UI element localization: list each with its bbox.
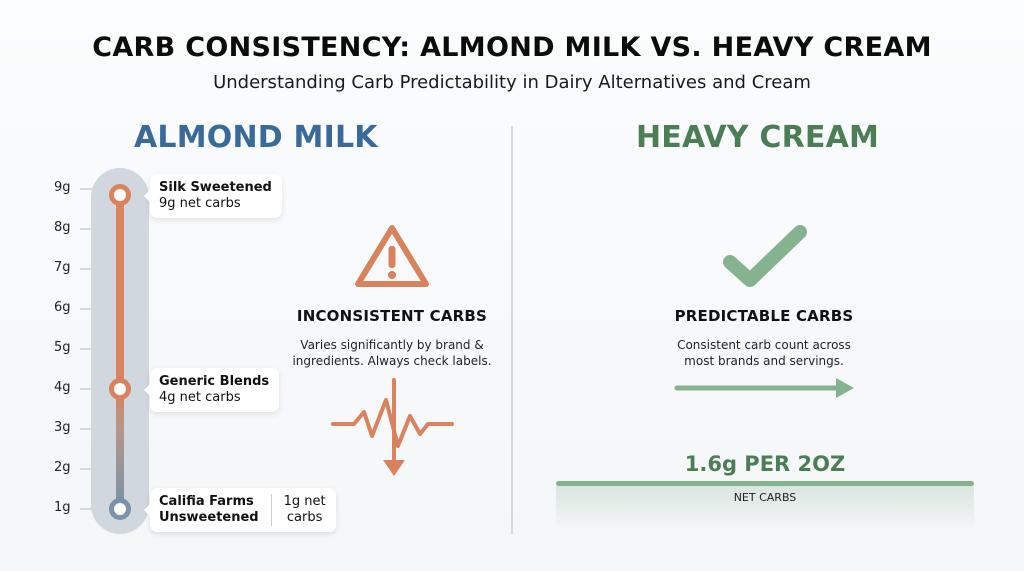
status-desc-line: Varies significantly by brand & <box>300 338 484 352</box>
tick-mark <box>80 188 92 190</box>
tick-mark <box>80 308 92 310</box>
carb-range-bar <box>116 196 124 508</box>
inconsistent-carbs-block: INCONSISTENT CARBS Varies significantly … <box>282 307 502 369</box>
data-point-generic <box>109 378 131 400</box>
warning-triangle-icon <box>355 225 429 287</box>
tick-mark <box>80 508 92 510</box>
baseline-glow <box>556 486 974 530</box>
baseline-bar <box>556 481 974 486</box>
brand-name-line1: Califia Farms <box>159 494 254 509</box>
brand-name: Silk Sweetened <box>159 180 272 195</box>
callout-separator <box>270 494 272 526</box>
y-tick: 1g <box>54 500 71 515</box>
page-title: CARB CONSISTENCY: ALMOND MILK VS. HEAVY … <box>92 32 932 63</box>
brand-carbs: 4g net carbs <box>159 390 241 405</box>
status-desc: Consistent carb count across most brands… <box>654 337 874 369</box>
data-point-silk <box>109 184 131 206</box>
almond-milk-heading: ALMOND MILK <box>134 120 378 155</box>
net-carbs-label: NET CARBS <box>733 491 797 504</box>
y-tick: 3g <box>54 420 71 435</box>
tick-mark <box>80 468 92 470</box>
y-tick: 4g <box>54 380 71 395</box>
tick-mark <box>80 228 92 230</box>
status-desc-line: most brands and servings. <box>684 354 844 368</box>
checkmark-icon <box>723 225 807 287</box>
steady-arrow-icon <box>674 378 854 398</box>
status-desc: Varies significantly by brand & ingredie… <box>282 337 502 369</box>
heavy-cream-heading: HEAVY CREAM <box>636 120 880 155</box>
brand-carbs: 9g net carbs <box>159 196 241 211</box>
callout-califia-farms: Califia Farms Unsweetened 1g net carbs <box>144 488 336 532</box>
status-desc-line: Consistent carb count across <box>677 338 851 352</box>
y-tick: 2g <box>54 460 71 475</box>
column-divider <box>511 126 513 534</box>
y-tick: 6g <box>54 300 71 315</box>
status-title: PREDICTABLE CARBS <box>674 307 854 325</box>
status-desc-line: ingredients. Always check labels. <box>292 354 492 368</box>
y-tick: 5g <box>54 340 71 355</box>
tick-mark <box>80 348 92 350</box>
callout-silk-sweetened: Silk Sweetened 9g net carbs <box>144 174 282 218</box>
heavy-cream-carb-value: 1.6g PER 2OZ <box>684 452 846 476</box>
y-tick: 8g <box>54 220 71 235</box>
callout-generic-blends: Generic Blends 4g net carbs <box>143 368 280 412</box>
tick-mark <box>80 388 92 390</box>
fluctuation-arrow-icon <box>331 378 454 476</box>
predictable-carbs-block: PREDICTABLE CARBS Consistent carb count … <box>654 307 874 369</box>
page-subtitle: Understanding Carb Predictability in Dai… <box>213 72 811 93</box>
status-title: INCONSISTENT CARBS <box>296 307 488 325</box>
y-tick: 7g <box>54 260 71 275</box>
tick-mark <box>80 268 92 270</box>
brand-carbs-line2: carbs <box>286 510 323 525</box>
brand-carbs-line1: 1g net <box>283 494 326 509</box>
brand-name-line2: Unsweetened <box>159 510 259 525</box>
data-point-califia <box>109 498 131 520</box>
y-tick: 9g <box>54 180 71 195</box>
tick-mark <box>80 428 92 430</box>
brand-name: Generic Blends <box>159 374 270 389</box>
